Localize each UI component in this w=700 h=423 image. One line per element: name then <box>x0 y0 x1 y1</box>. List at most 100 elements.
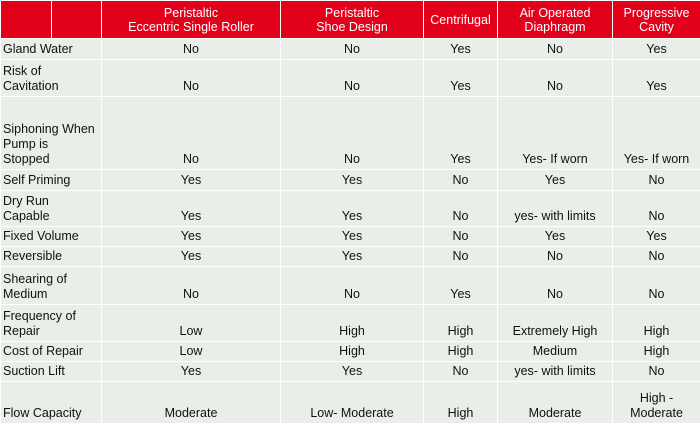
table-cell: No <box>497 246 613 267</box>
table-cell: No <box>423 169 498 191</box>
table-cell: No <box>280 59 424 97</box>
row-label-text: Risk of Cavitation <box>3 64 59 93</box>
table-cell: No <box>497 59 613 97</box>
header-corner-cell <box>0 0 102 39</box>
table-row: Gland Water No No Yes No Yes <box>0 38 700 60</box>
row-label: Cost of Repair <box>0 341 102 362</box>
table-cell: High <box>280 341 424 362</box>
table-cell: High <box>612 341 700 362</box>
header-corner-split <box>2 1 101 38</box>
row-label-text: Cost of Repair <box>3 344 83 358</box>
table-row: Flow Capacity Moderate Low- Moderate Hig… <box>0 381 700 423</box>
table-cell: High <box>423 304 498 342</box>
table-cell: No <box>612 266 700 305</box>
table-row: Risk of Cavitation No No Yes No Yes <box>0 59 700 97</box>
table-cell: No <box>280 38 424 60</box>
row-label-text: Suction Lift <box>3 364 65 378</box>
table-cell: Yes <box>101 246 281 267</box>
table-cell: Yes <box>280 190 424 227</box>
row-label: Suction Lift <box>0 361 102 382</box>
table-cell: Yes <box>497 169 613 191</box>
table-cell: Extremely High <box>497 304 613 342</box>
table-cell: Yes <box>423 96 498 170</box>
column-header: Air Operated Diaphragm <box>497 0 613 39</box>
table-cell: Low <box>101 341 281 362</box>
table-cell: Yes <box>423 38 498 60</box>
table-cell: High <box>423 341 498 362</box>
table-cell: Yes <box>101 190 281 227</box>
table-cell: No <box>497 266 613 305</box>
table-cell: Yes- If worn <box>612 96 700 170</box>
column-header: Peristaltic Eccentric Single Roller <box>101 0 281 39</box>
row-label: Flow Capacity <box>0 381 102 423</box>
header-corner-left <box>2 2 51 38</box>
table-cell: Yes- If worn <box>497 96 613 170</box>
table-cell: High - Moderate <box>612 381 700 423</box>
table-cell: High <box>612 304 700 342</box>
table-cell: Yes <box>280 226 424 247</box>
table-cell: No <box>612 246 700 267</box>
table-row: Reversible Yes Yes No No No <box>0 246 700 267</box>
table-cell: No <box>101 266 281 305</box>
table-cell: Medium <box>497 341 613 362</box>
row-label-text: Self Priming <box>3 173 71 187</box>
table-cell: No <box>101 38 281 60</box>
table-cell: Yes <box>497 226 613 247</box>
table-cell: Yes <box>280 361 424 382</box>
table-cell: Moderate <box>101 381 281 423</box>
column-header-text: Centrifugal <box>430 12 491 27</box>
row-label-text: Flow Capacity <box>3 406 82 420</box>
table-cell: Yes <box>612 59 700 97</box>
table-row: Dry Run Capable Yes Yes No yes- with lim… <box>0 190 700 227</box>
column-header-text: Peristaltic Shoe Design <box>316 5 388 34</box>
table-cell: No <box>497 38 613 60</box>
column-header-text: Progressive Cavity <box>623 5 690 34</box>
table-cell: yes- with limits <box>497 361 613 382</box>
table-cell: Yes <box>101 226 281 247</box>
row-label-text: Dry Run Capable <box>3 194 50 223</box>
row-label: Fixed Volume <box>0 226 102 247</box>
row-label: Risk of Cavitation <box>0 59 102 97</box>
table-cell: No <box>612 169 700 191</box>
row-label: Dry Run Capable <box>0 190 102 227</box>
header-row: Peristaltic Eccentric Single Roller Peri… <box>0 0 700 39</box>
row-label-text: Reversible <box>3 249 63 263</box>
table-cell-text: High - Moderate <box>630 391 683 420</box>
table-cell: Yes <box>612 38 700 60</box>
table-cell: Yes <box>280 246 424 267</box>
table-cell: No <box>101 59 281 97</box>
table-row: Self Priming Yes Yes No Yes No <box>0 169 700 191</box>
table-cell: No <box>423 246 498 267</box>
row-label-text: Fixed Volume <box>3 229 79 243</box>
table-cell: Low <box>101 304 281 342</box>
row-label-text: Frequency of Repair <box>3 309 76 338</box>
table-cell: No <box>423 190 498 227</box>
table-cell: No <box>612 190 700 227</box>
table-cell: Moderate <box>497 381 613 423</box>
column-header: Progressive Cavity <box>612 0 700 39</box>
row-label: Shearing of Medium <box>0 266 102 305</box>
table-cell: Yes <box>280 169 424 191</box>
row-label: Gland Water <box>0 38 102 60</box>
table-row: Fixed Volume Yes Yes No Yes Yes <box>0 226 700 247</box>
table-row: Shearing of Medium No No Yes No No <box>0 266 700 305</box>
row-label: Siphoning When Pump is Stopped <box>0 96 102 170</box>
table-row: Siphoning When Pump is Stopped No No Yes… <box>0 96 700 170</box>
row-label: Reversible <box>0 246 102 267</box>
column-header-text: Peristaltic Eccentric Single Roller <box>128 5 254 34</box>
column-header: Peristaltic Shoe Design <box>280 0 424 39</box>
table-cell: High <box>280 304 424 342</box>
table-cell: High <box>423 381 498 423</box>
table-cell: No <box>423 226 498 247</box>
table-cell: Yes <box>101 169 281 191</box>
table-cell: Low- Moderate <box>280 381 424 423</box>
table-cell: yes- with limits <box>497 190 613 227</box>
table-row: Cost of Repair Low High High Medium High <box>0 341 700 362</box>
row-label: Frequency of Repair <box>0 304 102 342</box>
row-label-text: Siphoning When Pump is Stopped <box>3 122 95 166</box>
row-label-text: Shearing of Medium <box>3 272 67 301</box>
table-row: Suction Lift Yes Yes No yes- with limits… <box>0 361 700 382</box>
table-cell: No <box>280 266 424 305</box>
row-label: Self Priming <box>0 169 102 191</box>
row-label-text: Gland Water <box>3 42 73 56</box>
